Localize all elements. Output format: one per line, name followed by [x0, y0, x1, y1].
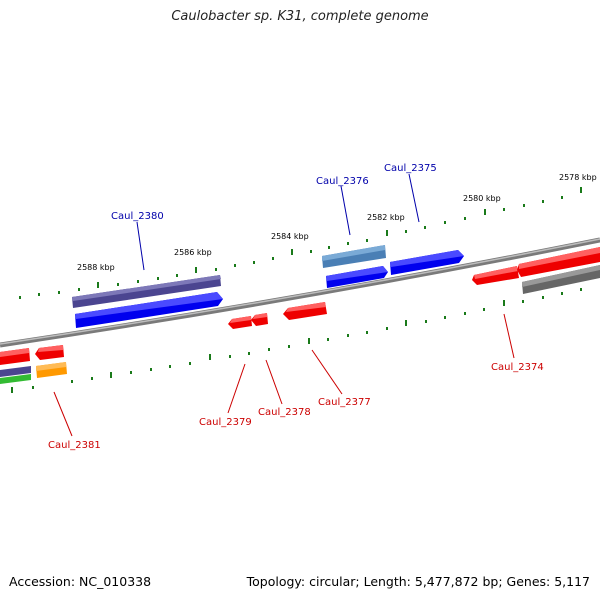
scale-label-2588: 2588 kbp [77, 263, 115, 272]
scale-label-2584: 2584 kbp [271, 232, 309, 241]
scale-ticks-bottom [11, 288, 582, 393]
scale-label-2578: 2578 kbp [559, 173, 597, 182]
accession-text: Accession: NC_010338 [9, 574, 152, 589]
gene-reverse-red-right[interactable] [517, 247, 600, 277]
gene-green-far-left[interactable] [0, 374, 31, 384]
genome-backbone-highlight [0, 238, 600, 345]
gene-label-caul-2374: Caul_2374 [491, 362, 544, 373]
gene-caul-2377[interactable] [283, 302, 327, 320]
gene-red-left-2[interactable] [35, 345, 64, 360]
gene-label-caul-2376: Caul_2376 [316, 176, 369, 187]
gene-forward-blue-mid[interactable] [326, 266, 388, 288]
gene-red-far-left[interactable] [0, 348, 30, 365]
gene-caul-2378[interactable] [251, 313, 268, 326]
gene-label-caul-2378: Caul_2378 [258, 407, 311, 418]
gene-forward-blue-left[interactable] [75, 292, 223, 328]
scale-label-2582: 2582 kbp [367, 213, 405, 222]
gene-label-caul-2375: Caul_2375 [384, 163, 437, 174]
gene-caul-2376[interactable] [322, 245, 386, 268]
gene-label-caul-2377: Caul_2377 [318, 397, 371, 408]
leaders-top [136, 173, 420, 271]
scale-ticks-top [19, 187, 582, 299]
gene-label-caul-2381: Caul_2381 [48, 440, 101, 451]
scale-label-2580: 2580 kbp [463, 194, 501, 203]
gene-caul-2379[interactable] [228, 316, 252, 329]
leaders-bottom [53, 313, 515, 437]
genome-stats-text: Topology: circular; Length: 5,477,872 bp… [246, 574, 590, 589]
gene-label-caul-2379: Caul_2379 [199, 417, 252, 428]
gene-caul-2375[interactable] [390, 250, 464, 275]
gene-purple-far-left[interactable] [0, 366, 31, 377]
gene-gray-right[interactable] [522, 265, 600, 294]
gene-caul-2380[interactable] [72, 275, 221, 308]
gene-caul-2381[interactable] [36, 362, 67, 378]
scale-label-2586: 2586 kbp [174, 248, 212, 257]
gene-label-caul-2380: Caul_2380 [111, 211, 164, 222]
genome-backbone [0, 237, 600, 348]
gene-caul-2374-a[interactable] [472, 266, 519, 285]
map-title: Caulobacter sp. K31, complete genome [171, 9, 429, 24]
